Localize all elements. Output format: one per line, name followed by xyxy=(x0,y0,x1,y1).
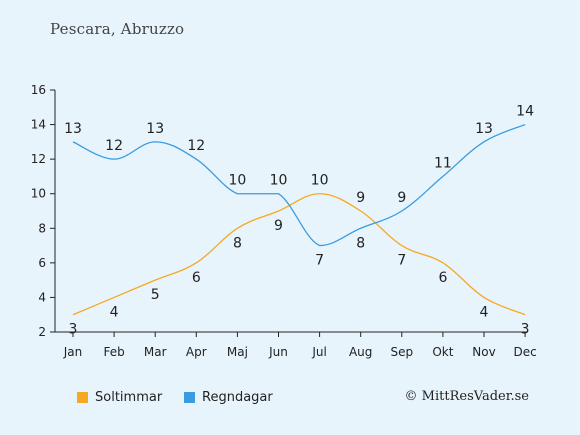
x-tick-label: Okt xyxy=(432,345,453,359)
x-tick-label: Nov xyxy=(472,345,495,359)
rain-data-label: 12 xyxy=(105,138,123,154)
x-tick-label: Dec xyxy=(513,345,536,359)
rain-data-label: 7 xyxy=(315,253,324,269)
sun-data-label: 3 xyxy=(69,322,78,338)
x-tick-label: Maj xyxy=(227,345,248,359)
y-tick-label: 6 xyxy=(38,256,46,270)
y-tick-label: 2 xyxy=(38,325,46,339)
rain-data-label: 9 xyxy=(397,190,406,206)
sun-data-label: 6 xyxy=(192,270,201,286)
rain-data-label: 11 xyxy=(434,155,452,171)
legend-label-sun: Soltimmar xyxy=(95,390,163,405)
location-title: Pescara, Abruzzo xyxy=(50,20,185,38)
sun-data-label: 9 xyxy=(274,218,283,234)
rain-data-label: 10 xyxy=(228,173,246,189)
rain-data-label: 13 xyxy=(64,121,82,137)
sun-data-label: 4 xyxy=(110,304,119,320)
sun-data-label: 8 xyxy=(233,235,242,251)
rain-data-label: 14 xyxy=(516,104,534,120)
legend-swatch-rain xyxy=(184,392,195,403)
rain-data-label: 10 xyxy=(270,173,288,189)
rain-data-label: 12 xyxy=(187,138,205,154)
sun-data-label: 7 xyxy=(397,253,406,269)
sun-data-label: 5 xyxy=(151,287,160,303)
sun-data-label: 4 xyxy=(480,304,489,320)
sun-data-label: 3 xyxy=(521,322,530,338)
sun-data-label: 9 xyxy=(356,190,365,206)
x-tick-label: Feb xyxy=(103,345,124,359)
credit-text: © MittResVader.se xyxy=(404,389,529,404)
rain-data-label: 8 xyxy=(356,235,365,251)
x-tick-label: Sep xyxy=(390,345,413,359)
y-tick-label: 8 xyxy=(38,221,46,235)
y-tick-label: 16 xyxy=(31,83,46,97)
x-tick-label: Jan xyxy=(63,345,83,359)
sun-data-label: 10 xyxy=(311,173,329,189)
x-tick-label: Mar xyxy=(144,345,167,359)
y-tick-label: 12 xyxy=(31,152,46,166)
y-tick-label: 14 xyxy=(31,118,46,132)
sun-series-line xyxy=(72,193,526,316)
x-tick-label: Apr xyxy=(186,345,207,359)
x-tick-label: Jul xyxy=(311,345,326,359)
legend-label-rain: Regndagar xyxy=(202,390,273,405)
sun-data-label: 6 xyxy=(438,270,447,286)
rain-series-line xyxy=(72,123,526,247)
legend-swatch-sun xyxy=(77,392,88,403)
x-tick-label: Jun xyxy=(268,345,288,359)
y-tick-label: 4 xyxy=(38,290,46,304)
rain-data-label: 13 xyxy=(146,121,164,137)
y-tick-label: 10 xyxy=(31,187,46,201)
rain-data-label: 13 xyxy=(475,121,493,137)
legend-item-rain: Regndagar xyxy=(184,390,273,405)
x-tick-label: Aug xyxy=(349,345,372,359)
legend-item-sun: Soltimmar xyxy=(77,390,162,405)
